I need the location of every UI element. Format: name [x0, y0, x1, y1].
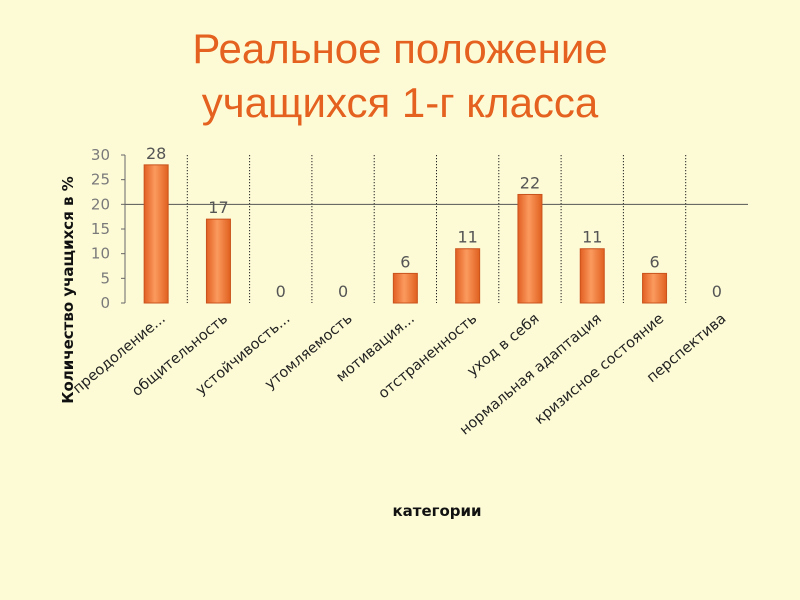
- bar: [455, 248, 481, 304]
- bar: [642, 272, 668, 304]
- bar: [579, 248, 605, 304]
- data-label: 0: [338, 282, 348, 301]
- y-tick-label: 5: [100, 269, 110, 287]
- bar: [205, 218, 231, 304]
- y-tick-label: 10: [91, 245, 110, 263]
- data-label: 17: [208, 198, 228, 217]
- y-tick-label: 20: [91, 195, 110, 213]
- bar: [517, 193, 543, 304]
- chart-bars: [143, 164, 668, 304]
- data-label: 0: [712, 282, 722, 301]
- y-tick-label: 25: [91, 171, 110, 189]
- x-tick-label: кризисное состояние: [532, 311, 667, 428]
- chart-grid: [125, 155, 748, 303]
- y-axis-title: Количество учащихся в %: [59, 176, 77, 404]
- data-label: 11: [457, 228, 477, 247]
- bar: [392, 272, 418, 304]
- data-label: 6: [649, 252, 659, 271]
- x-axis-title: категории: [392, 502, 481, 520]
- data-label: 11: [582, 228, 602, 247]
- y-tick-label: 15: [91, 220, 110, 238]
- y-tick-label: 0: [100, 294, 110, 312]
- slide-title-line-2: учащихся 1-г класса: [201, 79, 599, 126]
- slide-title-line-1: Реальное положение: [192, 25, 608, 72]
- slide-title: Реальное положение учащихся 1-г класса: [0, 22, 800, 130]
- data-label: 0: [276, 282, 286, 301]
- bar: [143, 164, 169, 304]
- data-label: 28: [146, 144, 166, 163]
- data-label: 6: [400, 252, 410, 271]
- y-tick-label: 30: [91, 146, 110, 164]
- chart-axes: [121, 154, 126, 304]
- data-label: 22: [520, 173, 540, 192]
